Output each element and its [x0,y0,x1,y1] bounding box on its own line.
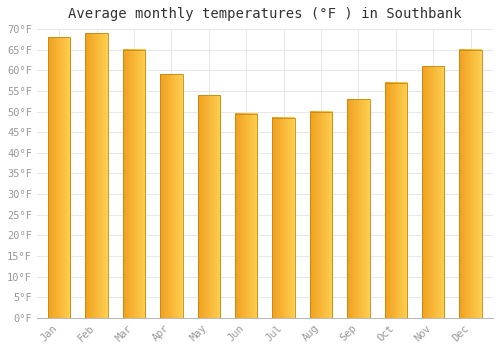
Bar [48,37,70,318]
Title: Average monthly temperatures (°F ) in Southbank: Average monthly temperatures (°F ) in So… [68,7,462,21]
Bar [422,66,444,318]
Bar [123,50,146,318]
Bar [160,75,182,318]
Bar [347,99,370,318]
Bar [310,112,332,318]
Bar [272,118,295,318]
Bar [198,95,220,318]
Bar [384,83,407,318]
Bar [86,33,108,318]
Bar [235,114,258,318]
Bar [460,50,482,318]
